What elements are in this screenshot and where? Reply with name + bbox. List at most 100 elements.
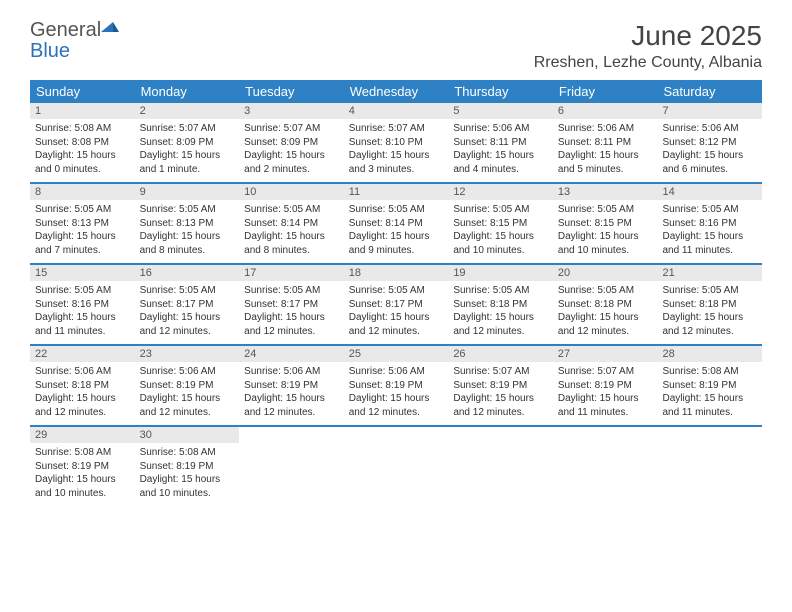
day-line: Sunset: 8:17 PM (239, 298, 344, 312)
day-line: Daylight: 15 hours (553, 392, 658, 406)
day-number: 28 (657, 346, 762, 362)
day-line: and 7 minutes. (30, 244, 135, 258)
day-line: Sunset: 8:16 PM (657, 217, 762, 231)
day-line: Sunrise: 5:08 AM (135, 446, 240, 460)
day-line: Sunset: 8:18 PM (30, 379, 135, 393)
day-number: 16 (135, 265, 240, 281)
week-row: 29Sunrise: 5:08 AMSunset: 8:19 PMDayligh… (30, 427, 762, 506)
day-number: 21 (657, 265, 762, 281)
day-number: 1 (30, 103, 135, 119)
day-line: Daylight: 15 hours (448, 392, 553, 406)
day-cell: 9Sunrise: 5:05 AMSunset: 8:13 PMDaylight… (135, 184, 240, 263)
day-number: 13 (553, 184, 658, 200)
day-line: Sunrise: 5:05 AM (553, 284, 658, 298)
day-line: Daylight: 15 hours (30, 149, 135, 163)
day-cell: 27Sunrise: 5:07 AMSunset: 8:19 PMDayligh… (553, 346, 658, 425)
day-number: 25 (344, 346, 449, 362)
day-line: and 1 minute. (135, 163, 240, 177)
day-line: Sunrise: 5:05 AM (239, 284, 344, 298)
day-number (657, 427, 762, 443)
day-cell: 20Sunrise: 5:05 AMSunset: 8:18 PMDayligh… (553, 265, 658, 344)
day-line: Sunset: 8:19 PM (135, 379, 240, 393)
day-number: 5 (448, 103, 553, 119)
day-line: Sunrise: 5:08 AM (30, 446, 135, 460)
day-cell: 17Sunrise: 5:05 AMSunset: 8:17 PMDayligh… (239, 265, 344, 344)
day-number: 20 (553, 265, 658, 281)
day-cell: 10Sunrise: 5:05 AMSunset: 8:14 PMDayligh… (239, 184, 344, 263)
day-number (448, 427, 553, 443)
day-line: and 12 minutes. (239, 325, 344, 339)
dow-wednesday: Wednesday (344, 80, 449, 103)
day-cell: 23Sunrise: 5:06 AMSunset: 8:19 PMDayligh… (135, 346, 240, 425)
day-line: Sunrise: 5:06 AM (553, 122, 658, 136)
week-row: 15Sunrise: 5:05 AMSunset: 8:16 PMDayligh… (30, 265, 762, 346)
day-line: and 10 minutes. (553, 244, 658, 258)
day-number: 10 (239, 184, 344, 200)
day-line: Sunrise: 5:07 AM (135, 122, 240, 136)
calendar: Sunday Monday Tuesday Wednesday Thursday… (30, 80, 762, 506)
day-number (553, 427, 658, 443)
day-line: Daylight: 15 hours (30, 230, 135, 244)
day-line: Daylight: 15 hours (30, 473, 135, 487)
dow-saturday: Saturday (657, 80, 762, 103)
day-line: Sunrise: 5:05 AM (553, 203, 658, 217)
day-number: 22 (30, 346, 135, 362)
day-line: Sunset: 8:17 PM (344, 298, 449, 312)
day-line: Daylight: 15 hours (135, 230, 240, 244)
day-line: Sunrise: 5:05 AM (30, 284, 135, 298)
day-number (344, 427, 449, 443)
day-number: 2 (135, 103, 240, 119)
day-line: Sunrise: 5:05 AM (448, 284, 553, 298)
logo-word1: General (30, 19, 101, 41)
day-line: Sunset: 8:10 PM (344, 136, 449, 150)
day-number: 9 (135, 184, 240, 200)
day-line: and 4 minutes. (448, 163, 553, 177)
day-line: Sunset: 8:19 PM (448, 379, 553, 393)
day-line: Daylight: 15 hours (553, 230, 658, 244)
day-line: and 2 minutes. (239, 163, 344, 177)
day-number: 12 (448, 184, 553, 200)
day-line: Sunset: 8:15 PM (448, 217, 553, 231)
day-cell: 22Sunrise: 5:06 AMSunset: 8:18 PMDayligh… (30, 346, 135, 425)
dow-friday: Friday (553, 80, 658, 103)
day-line: Sunrise: 5:06 AM (448, 122, 553, 136)
day-number: 17 (239, 265, 344, 281)
day-cell: 19Sunrise: 5:05 AMSunset: 8:18 PMDayligh… (448, 265, 553, 344)
logo: General Blue (30, 20, 119, 62)
day-cell: 25Sunrise: 5:06 AMSunset: 8:19 PMDayligh… (344, 346, 449, 425)
day-line: Sunrise: 5:08 AM (30, 122, 135, 136)
day-cell: 6Sunrise: 5:06 AMSunset: 8:11 PMDaylight… (553, 103, 658, 182)
day-line: Daylight: 15 hours (657, 149, 762, 163)
dow-monday: Monday (135, 80, 240, 103)
weeks: 1Sunrise: 5:08 AMSunset: 8:08 PMDaylight… (30, 103, 762, 506)
location: Rreshen, Lezhe County, Albania (534, 54, 762, 72)
day-line: Daylight: 15 hours (553, 149, 658, 163)
day-line: Sunset: 8:14 PM (344, 217, 449, 231)
day-cell (448, 427, 553, 506)
day-line: and 12 minutes. (30, 406, 135, 420)
day-cell: 28Sunrise: 5:08 AMSunset: 8:19 PMDayligh… (657, 346, 762, 425)
logo-word2: Blue (30, 40, 70, 62)
day-number: 26 (448, 346, 553, 362)
week-row: 22Sunrise: 5:06 AMSunset: 8:18 PMDayligh… (30, 346, 762, 427)
day-line: Sunrise: 5:06 AM (30, 365, 135, 379)
dow-row: Sunday Monday Tuesday Wednesday Thursday… (30, 80, 762, 103)
day-cell: 16Sunrise: 5:05 AMSunset: 8:17 PMDayligh… (135, 265, 240, 344)
day-cell: 1Sunrise: 5:08 AMSunset: 8:08 PMDaylight… (30, 103, 135, 182)
day-line: Daylight: 15 hours (135, 311, 240, 325)
day-line: Sunset: 8:12 PM (657, 136, 762, 150)
header: General Blue June 2025 Rreshen, Lezhe Co… (30, 20, 762, 72)
day-line: Daylight: 15 hours (448, 311, 553, 325)
day-line: Sunrise: 5:05 AM (448, 203, 553, 217)
day-line: and 11 minutes. (30, 325, 135, 339)
day-line: Sunrise: 5:06 AM (239, 365, 344, 379)
day-line: Sunset: 8:14 PM (239, 217, 344, 231)
day-line: Daylight: 15 hours (239, 392, 344, 406)
day-line: Sunrise: 5:05 AM (344, 203, 449, 217)
page-title: June 2025 (534, 20, 762, 52)
day-line: and 10 minutes. (30, 487, 135, 501)
day-number: 8 (30, 184, 135, 200)
day-line: and 12 minutes. (135, 325, 240, 339)
day-line: Sunrise: 5:07 AM (553, 365, 658, 379)
day-number: 7 (657, 103, 762, 119)
